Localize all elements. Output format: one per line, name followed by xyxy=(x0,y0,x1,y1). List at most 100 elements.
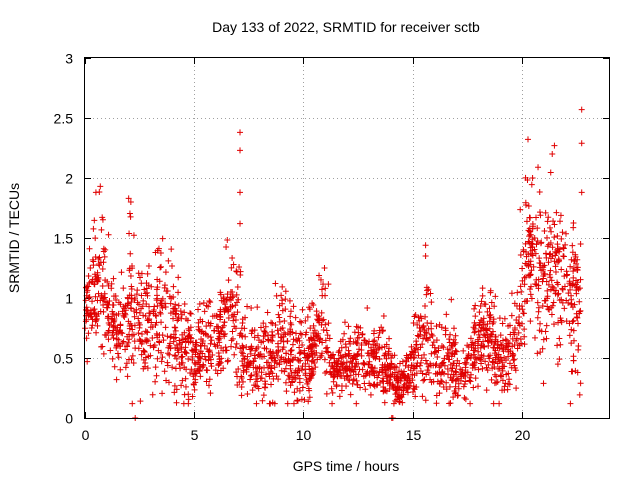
data-point xyxy=(252,347,259,354)
data-point xyxy=(291,374,298,381)
data-point xyxy=(328,370,335,377)
data-point xyxy=(195,319,202,326)
data-point xyxy=(417,328,424,335)
data-point xyxy=(558,235,565,242)
data-point xyxy=(89,298,96,305)
data-point xyxy=(154,355,161,362)
data-point xyxy=(261,328,268,335)
data-point xyxy=(353,400,360,407)
data-point xyxy=(494,338,501,345)
data-point xyxy=(461,394,468,401)
data-point xyxy=(233,340,240,347)
data-point xyxy=(414,321,421,328)
data-point xyxy=(87,265,94,272)
data-point xyxy=(532,250,539,257)
data-point xyxy=(85,330,92,337)
data-point xyxy=(400,387,407,394)
data-point xyxy=(419,341,426,348)
data-point xyxy=(167,310,174,317)
data-point xyxy=(557,218,564,225)
data-point xyxy=(485,342,492,349)
data-point xyxy=(244,391,251,398)
data-point xyxy=(223,297,230,304)
data-point xyxy=(534,350,541,357)
data-point xyxy=(220,365,227,372)
data-point xyxy=(189,353,196,360)
data-point xyxy=(500,345,507,352)
data-point xyxy=(462,361,469,368)
data-point xyxy=(120,285,127,292)
data-point xyxy=(548,277,555,284)
data-point xyxy=(294,338,301,345)
data-point xyxy=(559,229,566,236)
data-point xyxy=(521,298,528,305)
data-point xyxy=(237,147,244,154)
data-point xyxy=(568,368,575,375)
data-point xyxy=(281,317,288,324)
data-point xyxy=(216,330,223,337)
data-point xyxy=(516,306,523,313)
data-point xyxy=(120,338,127,345)
data-point xyxy=(438,360,445,367)
data-point xyxy=(262,371,269,378)
data-point xyxy=(298,396,305,403)
data-point xyxy=(552,263,559,270)
data-point xyxy=(161,368,168,375)
data-point xyxy=(452,332,459,339)
data-point xyxy=(537,212,544,219)
data-point xyxy=(167,340,174,347)
data-point xyxy=(475,338,482,345)
data-point xyxy=(105,336,112,343)
data-point xyxy=(148,283,155,290)
data-point xyxy=(251,334,258,341)
data-point xyxy=(519,277,526,284)
data-point xyxy=(386,385,393,392)
data-point xyxy=(405,383,412,390)
data-point xyxy=(387,373,394,380)
data-point xyxy=(414,346,421,353)
data-point xyxy=(131,308,138,315)
data-point xyxy=(522,174,529,181)
data-point xyxy=(306,394,313,401)
data-point xyxy=(218,345,225,352)
data-point xyxy=(92,254,99,261)
data-point xyxy=(130,360,137,367)
data-point xyxy=(399,399,406,406)
data-point xyxy=(393,364,400,371)
data-point xyxy=(322,369,329,376)
data-point xyxy=(285,372,292,379)
data-point xyxy=(157,309,164,316)
data-point xyxy=(201,308,208,315)
data-point xyxy=(125,331,132,338)
data-point xyxy=(454,357,461,364)
data-point xyxy=(129,326,136,333)
data-point xyxy=(139,303,146,310)
data-point xyxy=(318,309,325,316)
data-point xyxy=(170,283,177,290)
data-point xyxy=(328,385,335,392)
data-point xyxy=(568,256,575,263)
data-point xyxy=(422,313,429,320)
data-point xyxy=(460,383,467,390)
data-point xyxy=(543,278,550,285)
data-point xyxy=(268,362,275,369)
data-point xyxy=(309,351,316,358)
data-point xyxy=(221,319,228,326)
data-point xyxy=(540,275,547,282)
data-point xyxy=(182,375,189,382)
data-point xyxy=(225,307,232,314)
data-point xyxy=(178,353,185,360)
data-point xyxy=(164,333,171,340)
data-point xyxy=(381,343,388,350)
data-point xyxy=(173,399,180,406)
data-point xyxy=(462,396,469,403)
data-point xyxy=(203,302,210,309)
data-point xyxy=(258,369,265,376)
data-point xyxy=(577,380,584,387)
data-point xyxy=(446,400,453,407)
data-point xyxy=(560,244,567,251)
data-point xyxy=(207,340,214,347)
data-point xyxy=(256,351,263,358)
data-point xyxy=(307,334,314,341)
data-point xyxy=(180,400,187,407)
